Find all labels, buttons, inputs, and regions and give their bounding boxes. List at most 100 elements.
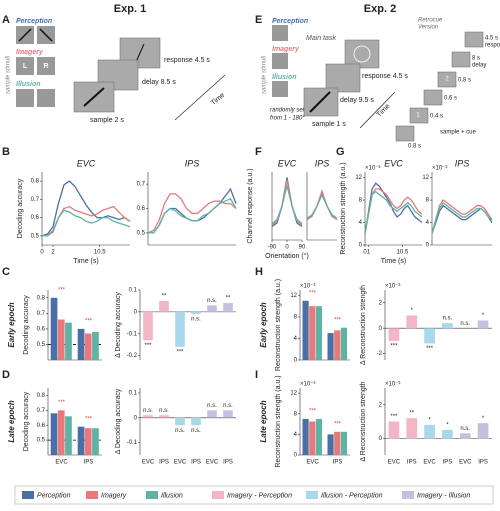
y-axis-label: Δ Reconstruction strength xyxy=(360,381,367,461)
exponent: ×10⁻³ xyxy=(432,166,447,172)
stim-label: Perception xyxy=(16,18,52,25)
bar xyxy=(340,431,347,455)
bar xyxy=(388,421,400,439)
bar xyxy=(442,323,453,329)
y-tick-label: -0.2 xyxy=(127,353,138,359)
bar xyxy=(477,320,489,329)
x-tick-label: 10.5 xyxy=(397,250,409,256)
screen xyxy=(423,89,443,106)
bar xyxy=(340,327,347,360)
series-line xyxy=(42,209,131,237)
y-tick-label: 8 xyxy=(359,198,363,204)
series-line xyxy=(271,185,303,225)
series-line xyxy=(271,180,303,226)
y-tick-label: 0 xyxy=(426,243,430,249)
x-tick-label: 0 xyxy=(40,250,44,256)
x-tick-label: EVC xyxy=(423,460,436,466)
bar xyxy=(334,330,341,360)
y-tick-label: -0.1 xyxy=(127,440,138,446)
stim-label: Illusion xyxy=(272,74,297,81)
y-tick-label: 8 xyxy=(294,315,298,321)
bar xyxy=(223,303,233,312)
stim-label: Perception xyxy=(272,18,308,25)
y-tick-label: 0.5 xyxy=(37,342,46,348)
probe xyxy=(135,43,145,63)
y-tick-label: 12 xyxy=(290,391,297,397)
series-line xyxy=(41,180,131,237)
y-tick-label: 0.7 xyxy=(31,197,40,203)
legend-swatch xyxy=(22,491,34,499)
epoch-label: Late epoch xyxy=(7,400,16,442)
significance: n.s. xyxy=(143,408,153,414)
bar xyxy=(77,328,85,360)
timing: sample + cue xyxy=(440,130,477,136)
y-tick-label: 8 xyxy=(426,198,430,204)
x-tick-label: EVC xyxy=(388,460,401,466)
legend-frame xyxy=(14,485,494,505)
time-label: Time xyxy=(210,92,226,107)
time-label: Time xyxy=(376,103,392,119)
bar xyxy=(65,322,72,360)
x-tick-label: IPS xyxy=(191,460,201,466)
note: randomly selected xyxy=(270,108,319,114)
bar xyxy=(84,333,92,360)
bar xyxy=(84,428,92,455)
significance: *** xyxy=(309,409,317,415)
bar xyxy=(315,418,322,455)
significance: n.s. xyxy=(443,316,453,322)
bar xyxy=(57,319,65,360)
significance: * xyxy=(482,313,485,319)
bar xyxy=(424,424,435,439)
timing: sample 1 s xyxy=(312,121,346,128)
bar xyxy=(175,417,185,426)
legend-label: Illusion - Perception xyxy=(321,492,383,499)
stimulus xyxy=(37,89,55,107)
panel-label: E xyxy=(255,14,262,26)
series-line xyxy=(147,193,237,234)
panel-label: B xyxy=(2,146,10,158)
series-line xyxy=(364,182,423,234)
y-tick-label: 0.7 xyxy=(37,311,46,317)
bar xyxy=(406,315,418,329)
y-tick-label: 0.1 xyxy=(129,288,138,294)
x-tick-label: IPS xyxy=(407,460,417,466)
significance: *** xyxy=(85,416,93,422)
y-tick-label: 0.6 xyxy=(31,215,40,221)
x-tick-label: EVC xyxy=(174,460,187,466)
bar xyxy=(309,421,316,455)
significance: n.s. xyxy=(175,428,185,434)
panel-label: D xyxy=(2,369,10,381)
y-tick-label: 0.8 xyxy=(31,179,40,185)
bar xyxy=(302,300,309,360)
y-tick-label: 0.6 xyxy=(137,206,146,212)
cue: 1 xyxy=(416,113,420,119)
exp2-title: Exp. 2 xyxy=(364,3,396,15)
x-tick-label: -90 xyxy=(268,245,277,251)
chart-title: EVC xyxy=(77,158,96,168)
legend-label: Perception xyxy=(37,492,71,499)
significance: n.s. xyxy=(207,298,217,304)
significance: ** xyxy=(162,294,167,300)
x-tick-label: 1 xyxy=(367,250,371,256)
cue: R xyxy=(43,63,48,70)
y-tick-label: 2 xyxy=(379,300,383,306)
timing: sample 2 s xyxy=(90,117,124,124)
y-axis-label: Reconstruction strength (a.u.) xyxy=(275,279,282,371)
significance: n.s. xyxy=(159,408,169,414)
y-tick-label: 0.8 xyxy=(37,295,46,301)
epoch-label: Early epoch xyxy=(259,302,268,347)
y-tick-label: 0.7 xyxy=(37,408,46,414)
significance: n.s. xyxy=(207,403,217,409)
y-tick-label: 0 xyxy=(294,453,298,459)
sample-line xyxy=(309,91,331,113)
timing: delay 8.5 s xyxy=(142,79,176,86)
legend-swatch xyxy=(306,491,318,499)
series-line xyxy=(271,177,303,227)
significance: *** xyxy=(334,317,342,323)
y-axis-label: Decoding accuracy xyxy=(23,391,30,451)
y-axis-label: Reconstruction strength (a.u.) xyxy=(340,162,347,254)
significance: n.s. xyxy=(460,321,470,327)
chart-title: EVC xyxy=(384,158,403,168)
panel-label: I xyxy=(255,369,258,381)
y-tick-label: 12 xyxy=(290,293,297,299)
